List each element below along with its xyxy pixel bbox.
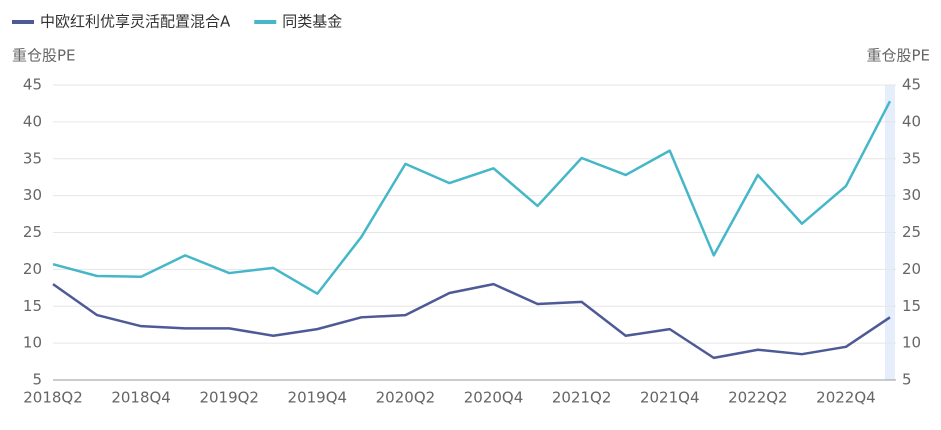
y-tick-label: 35 [23,149,42,167]
y-tick-label: 45 [23,76,42,94]
y2-tick-label: 45 [902,76,921,94]
x-tick-label: 2020Q2 [376,389,436,407]
legend: 中欧红利优享灵活配置混合A 同类基金 [12,13,342,31]
y-tick-label: 15 [23,297,42,315]
x-tick-label: 2020Q4 [464,389,524,407]
x-tick-label: 2022Q2 [728,389,788,407]
y2-tick-label: 15 [902,297,921,315]
y2-tick-label: 5 [902,371,912,389]
x-tick-label: 2018Q4 [111,389,171,407]
y2-tick-label: 40 [902,112,921,130]
y2-tick-label: 25 [902,223,921,241]
y-tick-label: 30 [23,186,42,204]
x-tick-label: 2021Q2 [552,389,612,407]
x-tick-label: 2019Q2 [199,389,259,407]
y-tick-label: 40 [23,112,42,130]
y-tick-label: 5 [32,371,42,389]
y-axis-title: 重仓股PE [12,47,76,65]
y2-axis-title: 重仓股PE [866,47,930,65]
y2-tick-label: 35 [902,149,921,167]
y2-tick-label: 20 [902,260,921,278]
x-tick-label: 2019Q4 [288,389,348,407]
series-line [52,100,892,295]
legend-label: 中欧红利优享灵活配置混合A [40,13,231,31]
x-tick-label: 2022Q4 [816,389,876,407]
y2-tick-label: 10 [902,334,921,352]
x-tick-label: 2021Q4 [640,389,700,407]
x-tick-label: 2018Q2 [23,389,83,407]
y-tick-label: 20 [23,260,42,278]
legend-label: 同类基金 [282,13,342,31]
series-line [52,282,891,360]
y-tick-label: 25 [23,223,42,241]
y-tick-label: 10 [23,334,42,352]
y2-tick-label: 30 [902,186,921,204]
